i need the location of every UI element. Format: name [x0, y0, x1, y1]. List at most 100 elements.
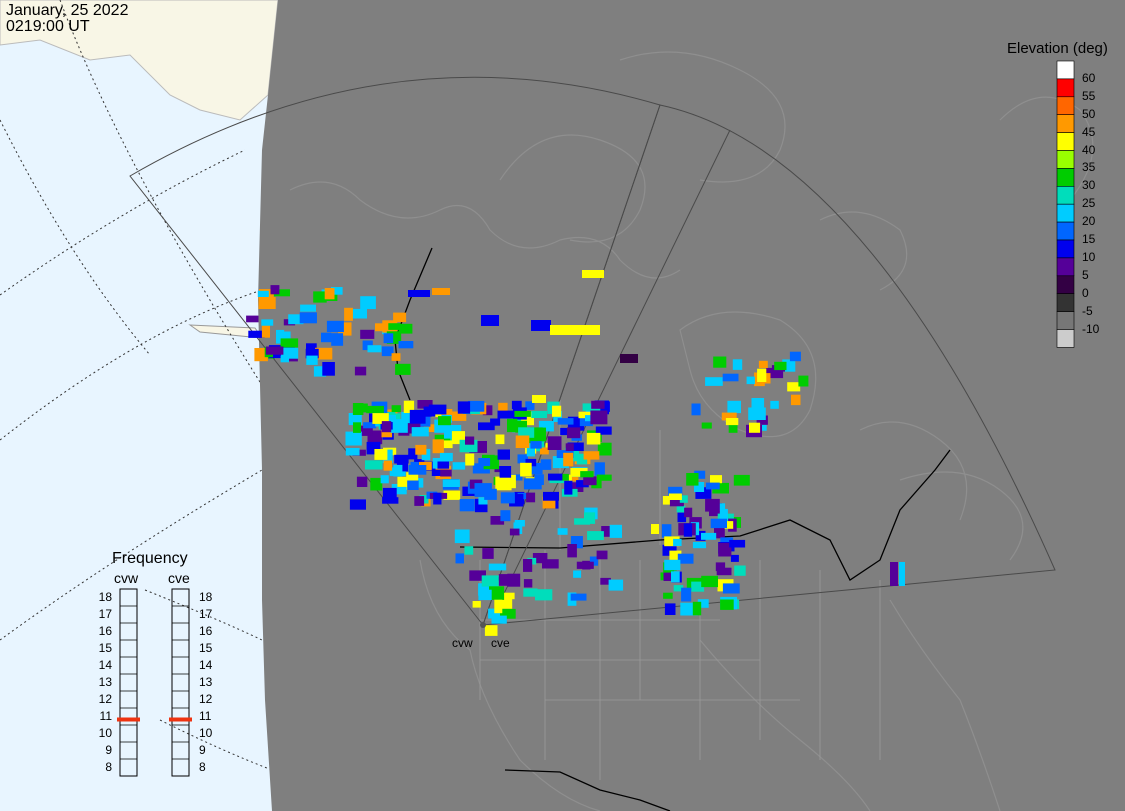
echo-cell: [391, 484, 407, 495]
colorbar-tick-label: 20: [1082, 214, 1096, 229]
echo-cell: [432, 288, 450, 295]
echo-cell: [798, 375, 809, 387]
echo-cell: [789, 351, 801, 362]
echo-cell: [684, 507, 693, 518]
echo-cell: [414, 496, 425, 506]
echo-cell: [408, 465, 427, 475]
echo-cell: [565, 443, 574, 451]
echo-cell: [727, 400, 741, 414]
echo-cell: [686, 473, 699, 486]
echo-cell: [552, 405, 562, 417]
echo-cell: [662, 496, 672, 505]
echo-cell: [356, 476, 368, 487]
echo-cell: [710, 518, 727, 529]
echo-cell: [547, 436, 562, 450]
echo-cell: [490, 418, 501, 426]
echo-cell: [455, 553, 464, 564]
echo-cell: [899, 562, 905, 586]
colorbar-tick-label: 45: [1082, 124, 1096, 139]
echo-cell: [348, 413, 362, 426]
elevation-colorbar: [1056, 60, 1075, 348]
frequency-scale-label: 9: [105, 743, 112, 757]
echo-cell: [500, 510, 511, 522]
echo-cell: [576, 453, 588, 465]
colorbar-tick-label: 5: [1082, 267, 1089, 282]
echo-cell: [258, 297, 276, 309]
echo-cell: [452, 462, 466, 470]
echo-cell: [701, 575, 718, 588]
echo-cell: [354, 403, 368, 413]
echo-cell: [695, 530, 706, 541]
frequency-scale-label: 10: [98, 726, 112, 740]
echo-cell: [749, 422, 761, 433]
echo-cell: [573, 570, 582, 578]
echo-cell: [567, 482, 584, 492]
echo-cell: [344, 307, 353, 321]
echo-cell: [254, 348, 268, 362]
echo-cell: [385, 415, 396, 422]
date-label: January, 25 2022: [6, 2, 129, 19]
colorbar-swatch: [1056, 203, 1075, 223]
echo-cell: [673, 538, 682, 546]
echo-cell: [261, 319, 274, 326]
echo-cell: [407, 480, 419, 490]
echo-cell: [728, 421, 738, 433]
echo-cell: [248, 330, 265, 338]
echo-cell: [514, 410, 531, 417]
echo-cell: [502, 474, 516, 489]
echo-cell: [705, 377, 723, 386]
echo-cell: [664, 536, 680, 547]
time-label: 0219:00 UT: [6, 18, 90, 35]
echo-cell: [315, 347, 333, 360]
echo-cell: [560, 427, 572, 436]
echo-cell: [498, 574, 516, 586]
frequency-scale-label: 8: [199, 760, 206, 774]
echo-cell: [669, 550, 682, 562]
echo-cell: [265, 346, 284, 355]
echo-cell: [354, 366, 367, 376]
echo-cell: [395, 363, 411, 375]
echo-cell: [586, 432, 601, 445]
colorbar-swatch: [1056, 114, 1075, 133]
echo-cell: [382, 487, 397, 502]
echo-cell: [765, 367, 784, 379]
colorbar-swatch: [1056, 150, 1075, 169]
echo-cell: [721, 412, 737, 421]
echo-cell: [683, 523, 693, 537]
echo-cell: [712, 482, 729, 494]
radar-site-marker: [480, 622, 486, 628]
echo-cell: [734, 565, 746, 576]
echo-cell: [564, 480, 573, 495]
echo-cell: [523, 588, 538, 597]
echo-cell: [366, 405, 384, 414]
echo-cell: [595, 426, 612, 435]
echo-cell: [580, 471, 594, 478]
frequency-scale-label: 17: [199, 607, 213, 621]
echo-cell: [499, 608, 516, 619]
echo-cell: [398, 341, 414, 349]
colorbar-swatch: [1056, 221, 1075, 241]
echo-cell: [439, 452, 453, 462]
echo-cell: [482, 548, 494, 559]
echo-cell: [517, 492, 534, 500]
echo-cell: [438, 416, 451, 426]
echo-cell: [313, 366, 327, 377]
echo-cell: [494, 599, 503, 614]
echo-cell: [383, 333, 394, 344]
echo-cell: [668, 493, 682, 500]
echo-cell: [525, 401, 535, 410]
echo-cell: [514, 520, 525, 527]
echo-cell: [360, 296, 376, 310]
echo-cell: [522, 435, 538, 444]
echo-cell: [578, 411, 594, 419]
site-label-cve: cve: [491, 636, 510, 650]
echo-cell: [515, 420, 527, 433]
echo-cell: [694, 470, 706, 479]
echo-cell: [557, 418, 574, 425]
colorbar-tick-label: 35: [1082, 160, 1096, 175]
colorbar-tick-label: -10: [1082, 321, 1100, 336]
echo-cell: [787, 382, 801, 392]
echo-cell: [281, 331, 291, 344]
echo-cell: [374, 449, 388, 460]
frequency-gauges: [117, 588, 192, 777]
